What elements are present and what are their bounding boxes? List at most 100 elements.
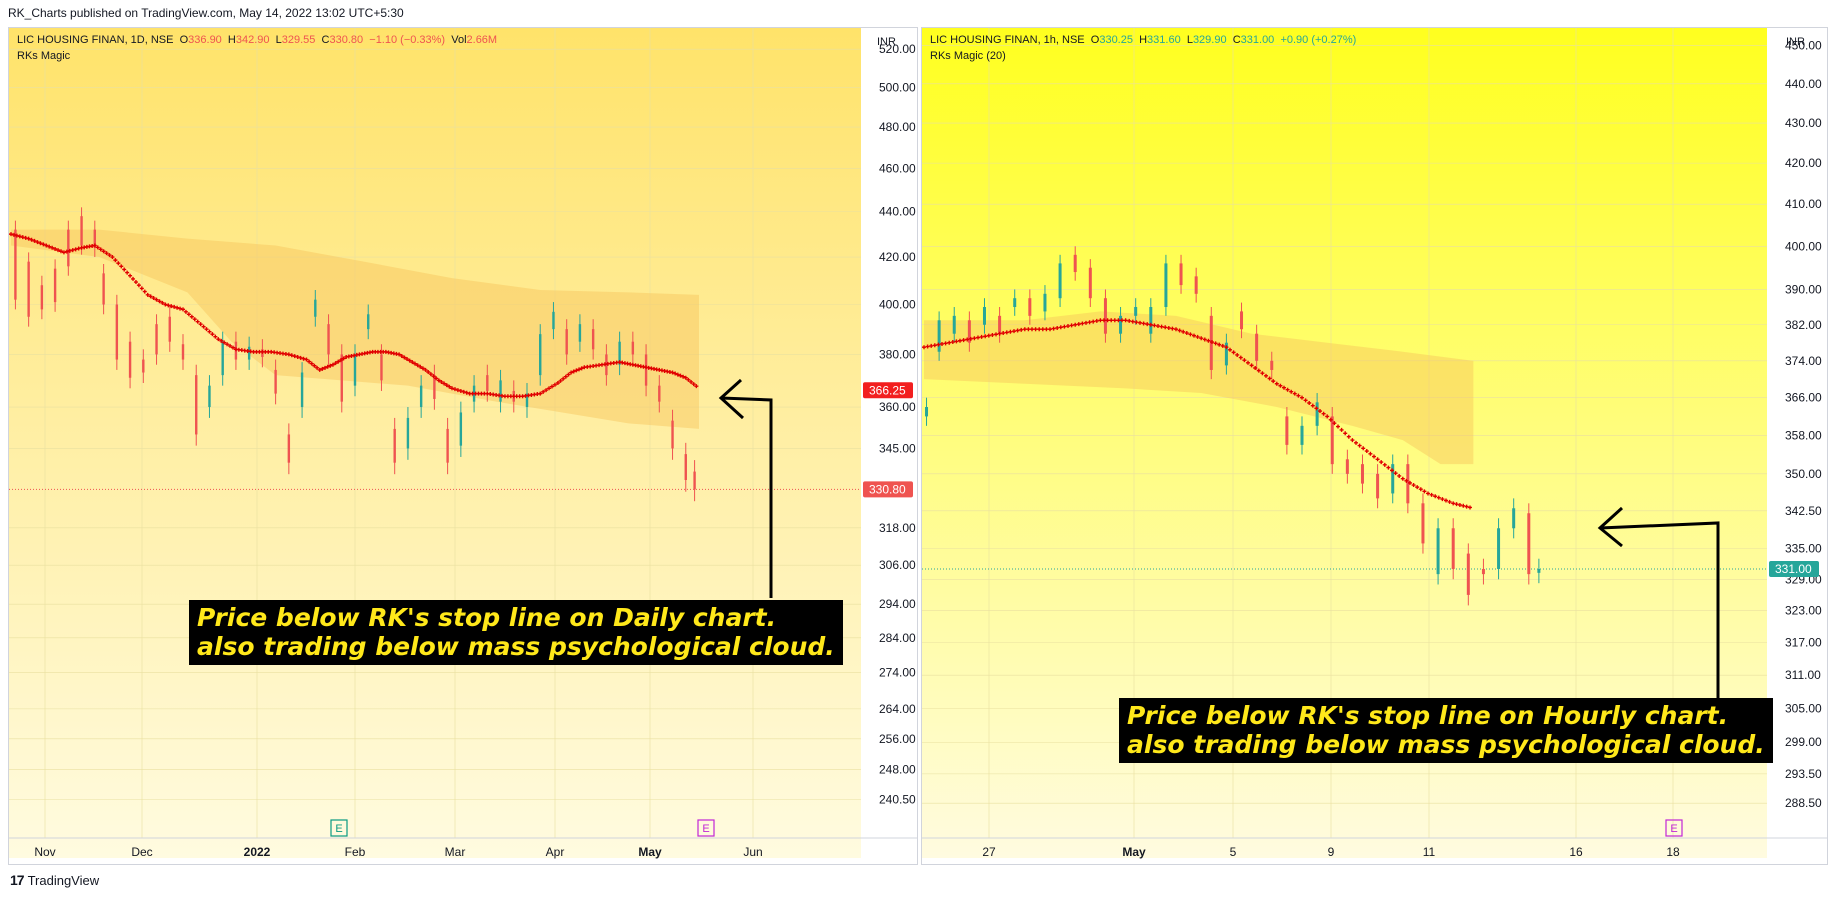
candle-body (565, 329, 568, 355)
stop-line-marker (95, 245, 100, 250)
candle-body (952, 315, 956, 334)
stop-line-marker (330, 362, 335, 367)
stop-line-marker (325, 364, 330, 369)
stop-line-marker (1426, 491, 1430, 496)
stop-line-marker (125, 270, 130, 275)
stop-line-marker (1080, 321, 1085, 326)
daily-chart-panel[interactable]: 520.00 500.00 480.00 460.00 440.00 420.00 400.… (8, 27, 918, 865)
candle-body (1119, 315, 1123, 334)
y-tick-label: 284.00 (879, 631, 916, 645)
candle (565, 319, 568, 365)
candle-body (998, 315, 1002, 334)
stop-line-marker (1163, 325, 1168, 330)
stop-line-marker (1206, 338, 1211, 343)
stop-line-marker (1372, 454, 1376, 459)
x-tick-label: 11 (1423, 845, 1436, 859)
y-tick-label: 305.00 (1785, 701, 1822, 715)
candle-body (1451, 528, 1455, 569)
price-axis-background (1767, 28, 1827, 864)
stop-line-marker (289, 353, 294, 358)
y-tick-label: 400.00 (1785, 239, 1822, 253)
stop-line-marker (1015, 328, 1020, 333)
stop-line-marker (968, 336, 973, 341)
candle (1103, 289, 1107, 343)
candle (693, 460, 696, 502)
daily-indicator-name[interactable]: RKs Magic (17, 50, 71, 62)
stop-line-marker (17, 234, 22, 239)
stop-line-marker (1012, 329, 1016, 334)
stop-line-marker (569, 370, 574, 375)
candle-body (1149, 307, 1153, 334)
daily-low: 329.55 (281, 34, 316, 46)
stop-line-marker (98, 247, 103, 252)
candle-body (658, 385, 661, 402)
y-tick-label: 323.00 (1785, 604, 1822, 618)
stop-line-marker (183, 309, 188, 314)
stop-line-marker (932, 343, 937, 348)
stop-line-marker (555, 381, 560, 386)
stop-line-marker (439, 379, 444, 384)
stop-line-marker (405, 357, 410, 362)
y-tick-label: 390.00 (1785, 282, 1822, 296)
stop-line-marker (1278, 383, 1283, 388)
stop-line-marker (1224, 345, 1229, 350)
candle (539, 324, 542, 386)
candle-body (684, 454, 687, 480)
stop-line-marker (1055, 325, 1060, 330)
daily-change: −1.10 (−0.33%) (369, 34, 446, 46)
stop-line-marker (1130, 319, 1135, 324)
candle (552, 302, 555, 340)
candle (1512, 498, 1516, 539)
stop-line-marker (1022, 327, 1027, 332)
hourly-indicator-name[interactable]: RKs Magic (20) (930, 50, 1006, 62)
candle (1149, 298, 1153, 343)
stop-line-marker (225, 342, 230, 347)
stop-line-marker (341, 356, 346, 361)
daily-chart-svg[interactable]: 520.00 500.00 480.00 460.00 440.00 420.00 400.… (9, 28, 918, 865)
candle (631, 331, 635, 365)
stop-line-marker (151, 296, 156, 301)
hourly-currency-label: INR (1786, 36, 1805, 48)
candle-body (1013, 298, 1017, 308)
stop-line-marker (307, 359, 312, 364)
stop-line-marker (1141, 321, 1146, 326)
candle (406, 407, 410, 460)
stop-line-marker (104, 251, 109, 256)
stop-line-marker (1134, 320, 1139, 325)
hourly-chart-panel[interactable]: 450.00 440.00 430.00 420.00 410.00 400.00 390.… (921, 27, 1828, 865)
y-tick-label: 256.00 (879, 732, 916, 746)
stop-line-marker (965, 337, 970, 342)
x-tick-label: 16 (1569, 845, 1583, 859)
earnings-marker-icon: E (697, 819, 715, 837)
candle-body (1330, 416, 1334, 465)
candle-body (1224, 342, 1228, 366)
candle-body (1028, 298, 1032, 316)
candle-body (287, 434, 291, 463)
footer[interactable]: 17 TradingView (10, 872, 99, 888)
y-tick-label: 430.00 (1785, 116, 1822, 130)
stop-line-marker (1026, 327, 1031, 332)
candle-body (102, 273, 105, 305)
candle (314, 290, 317, 327)
candle-body (1240, 311, 1244, 330)
stop-line-marker (1321, 411, 1326, 416)
candle-body (1512, 508, 1516, 529)
candle (499, 369, 502, 413)
candle (1043, 285, 1047, 321)
stop-line-marker (35, 240, 40, 245)
stop-line-marker (14, 233, 19, 238)
candle (393, 417, 396, 475)
candle (1119, 307, 1123, 343)
candle (982, 298, 986, 334)
daily-annotation-line-1: Price below RK's stop line on Daily char… (197, 603, 777, 632)
candle (1300, 416, 1304, 455)
stop-line-marker (64, 249, 69, 254)
stop-line-marker (328, 363, 333, 368)
candle-body (1164, 263, 1168, 308)
stop-line-marker (1318, 409, 1322, 414)
stop-line-marker (1019, 327, 1024, 332)
candle (353, 344, 357, 397)
x-tick-label: Dec (131, 845, 152, 859)
stop-line-marker (1271, 379, 1276, 384)
hourly-change: +0.90 (+0.27%) (1280, 34, 1357, 46)
